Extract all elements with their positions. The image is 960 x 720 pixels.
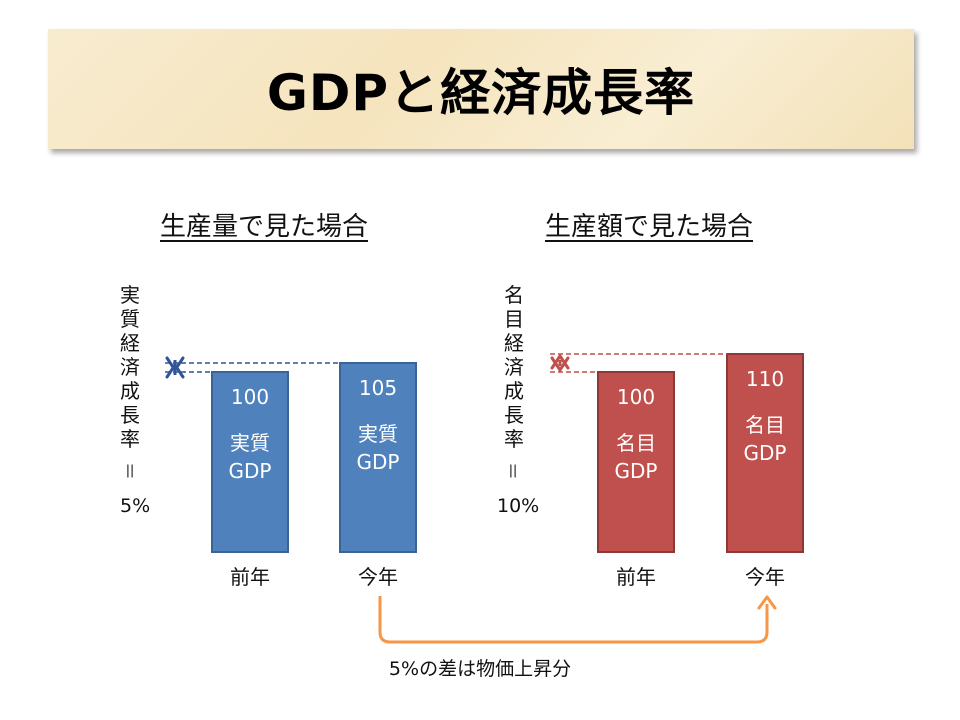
nominal-value-label-1: 100: [617, 385, 655, 409]
footnote-text: 5%の差は物価上昇分: [388, 658, 572, 680]
nominal-category-label-2: 今年: [745, 565, 785, 589]
nominal-bar-text-2-1: 名目: [745, 413, 785, 437]
nominal-category-label-1: 前年: [616, 565, 656, 589]
price-rise-connector-head: [757, 595, 777, 610]
real-growth-arrow-head-top: [165, 363, 185, 379]
real-bar-text-1-2: GDP: [229, 459, 272, 483]
nominal-chart-title: 生産額で見た場合: [545, 212, 754, 242]
real-growth-label: 実質経済成長率: [120, 283, 140, 451]
slide-title: GDPと経済成長率: [266, 64, 696, 122]
nominal-value-label-2: 110: [746, 367, 784, 391]
real-chart-title: 生産量で見た場合: [160, 212, 369, 242]
nominal-growth-arrow-head-bottom: [550, 356, 570, 372]
real-value-label-1: 100: [231, 385, 269, 409]
nominal-growth-label: 名目経済成長率: [504, 283, 524, 451]
nominal-bar-text-2-2: GDP: [744, 441, 787, 465]
real-bar-text-2-2: GDP: [357, 450, 400, 474]
real-category-label-1: 前年: [230, 565, 270, 589]
nominal-bar-text-1-2: GDP: [615, 459, 658, 483]
real-growth-value: 5%: [120, 495, 151, 517]
real-bar-text-1-1: 実質: [230, 431, 270, 455]
real-bar-text-2-1: 実質: [358, 422, 398, 446]
real-bar-1: [211, 371, 289, 553]
nominal-bar-text-1-1: 名目: [616, 431, 656, 455]
price-rise-connector: [378, 596, 769, 644]
nominal-growth-value: 10%: [497, 495, 540, 517]
real-bar-2: [339, 362, 417, 553]
nominal-bar-2: [726, 353, 804, 553]
real-value-label-2: 105: [359, 376, 397, 400]
title-banner: GDPと経済成長率: [48, 29, 914, 149]
real-category-label-2: 今年: [358, 565, 398, 589]
nominal-bar-1: [597, 371, 675, 553]
real-growth-arrow-head-bottom: [165, 356, 185, 372]
